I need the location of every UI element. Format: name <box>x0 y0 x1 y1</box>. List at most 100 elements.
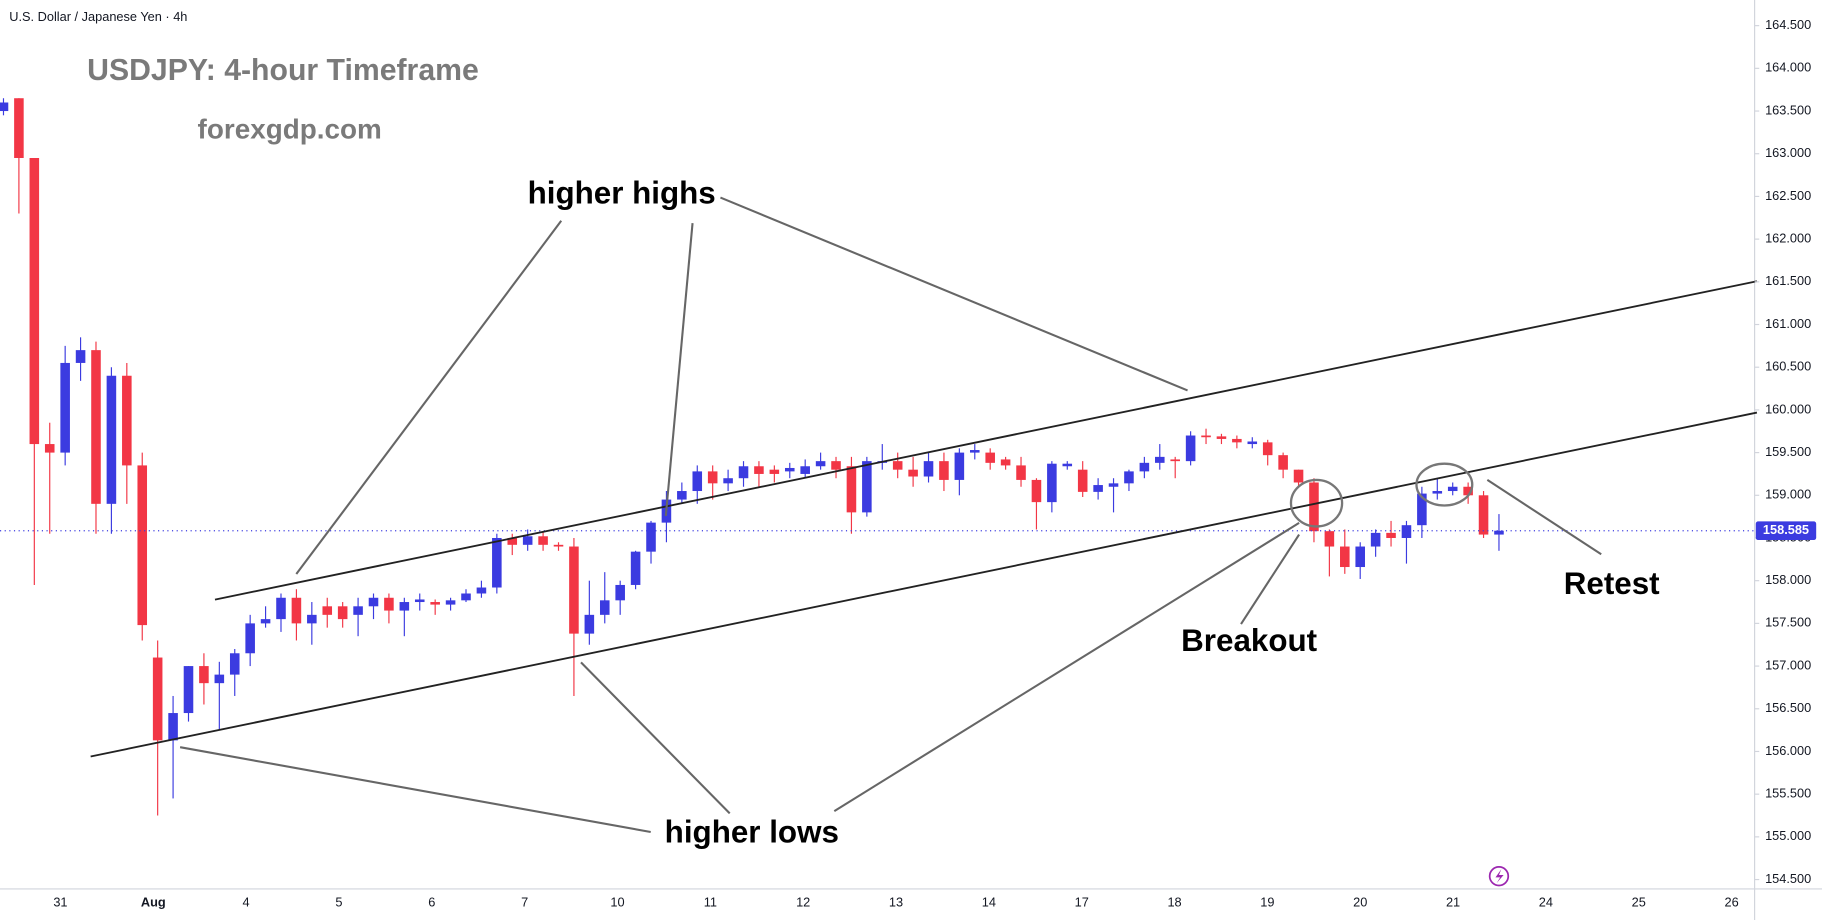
candle-body <box>1293 469 1304 483</box>
last-price-label: 158.585 <box>1763 522 1809 537</box>
candle-body <box>846 466 857 513</box>
chart-heading: USDJPY: 4-hour Timeframe <box>87 54 479 87</box>
x-tick-label: 20 <box>1353 894 1367 909</box>
y-tick-label: 155.000 <box>1765 828 1811 843</box>
candle-body <box>923 461 934 477</box>
candle-body <box>414 599 425 603</box>
y-tick-label: 157.000 <box>1765 657 1811 672</box>
candle-body <box>29 158 40 445</box>
lower-trendline <box>90 411 1758 758</box>
candle-body <box>1386 532 1396 538</box>
candle-body <box>1201 435 1211 438</box>
candle-body <box>245 623 255 654</box>
x-tick-label: 14 <box>982 894 996 909</box>
candle-body <box>492 537 502 588</box>
x-tick-label: 21 <box>1446 894 1460 909</box>
y-tick-label: 162.000 <box>1765 230 1811 245</box>
candle-body <box>800 466 810 474</box>
candle-body <box>399 602 410 611</box>
y-tick-label: 157.500 <box>1765 615 1811 630</box>
candle-body <box>106 375 117 504</box>
candle-body <box>522 536 533 545</box>
candle-body <box>630 551 641 585</box>
candle-body <box>1232 438 1242 443</box>
candle-body <box>1216 436 1227 439</box>
x-tick-label: 11 <box>704 894 717 909</box>
candle-body <box>692 471 703 492</box>
last-price-box <box>1755 521 1817 541</box>
candle-body <box>754 466 764 474</box>
y-tick-label: 163.500 <box>1765 102 1811 117</box>
candle-body <box>1062 463 1073 467</box>
candle-body <box>1077 469 1088 492</box>
annotation: higher highs <box>528 176 716 211</box>
candle-body <box>14 98 24 159</box>
candle-body <box>229 653 240 675</box>
candle-body <box>599 600 610 615</box>
x-tick-label: 7 <box>521 894 528 909</box>
candle-body <box>1309 482 1319 532</box>
candle-body <box>0 102 9 112</box>
candle-body <box>1324 531 1335 547</box>
candle-body <box>1155 456 1165 463</box>
candle-body <box>784 467 795 472</box>
candle-body <box>1000 459 1011 466</box>
candle-body <box>1185 435 1196 462</box>
candle-body <box>538 536 548 545</box>
candle-body <box>384 597 394 611</box>
x-tick-label: 24 <box>1539 894 1553 909</box>
y-tick-label: 156.500 <box>1765 700 1811 715</box>
candle-body <box>892 461 903 470</box>
candle-body <box>553 544 564 547</box>
y-tick-label: 154.500 <box>1765 871 1811 886</box>
pointer <box>1240 533 1300 625</box>
candle-body <box>1262 442 1273 456</box>
candle-body <box>44 444 55 453</box>
candle-body <box>815 461 826 467</box>
y-tick-label: 155.500 <box>1765 786 1811 801</box>
candle-body <box>1432 491 1443 494</box>
y-tick-label: 163.000 <box>1765 145 1811 160</box>
y-tick-label: 160.000 <box>1765 401 1811 416</box>
candle-body <box>1494 530 1504 535</box>
pointer <box>1486 479 1602 556</box>
y-tick-label: 156.000 <box>1765 743 1811 758</box>
candle-body <box>122 375 132 466</box>
candle-body <box>1463 486 1473 496</box>
candle-body <box>954 452 965 480</box>
x-tick-label: 19 <box>1260 894 1274 909</box>
pointer <box>179 746 651 834</box>
y-tick-label: 161.000 <box>1765 316 1811 331</box>
candle-body <box>137 465 148 626</box>
candle-body <box>707 471 718 484</box>
breakout-circle <box>1289 478 1344 528</box>
candle-body <box>368 597 379 607</box>
pointer <box>720 196 1188 392</box>
candle-body <box>214 674 225 684</box>
alert-icon[interactable] <box>1488 865 1510 887</box>
candle-body <box>430 602 440 605</box>
x-tick-label: 5 <box>335 894 342 909</box>
candle-body <box>353 606 363 615</box>
retest-circle <box>1415 462 1474 507</box>
candle-body <box>1278 455 1288 470</box>
pointer <box>580 661 731 815</box>
x-tick-label: 26 <box>1724 894 1738 909</box>
candle-body <box>908 469 918 477</box>
x-tick-label: 10 <box>610 894 624 909</box>
annotation: Breakout <box>1181 623 1317 658</box>
candle-body <box>152 657 163 741</box>
candle-body <box>985 452 995 463</box>
x-tick-label: 25 <box>1632 894 1646 909</box>
candle-body <box>1047 463 1057 503</box>
candle-body <box>677 491 687 500</box>
candles <box>0 98 1755 816</box>
y-tick-label: 161.500 <box>1765 273 1811 288</box>
candle-body <box>939 461 949 480</box>
candle-body <box>75 350 86 363</box>
y-tick-label: 164.500 <box>1765 17 1811 32</box>
candle-body <box>1340 546 1350 568</box>
x-tick-label: 12 <box>796 894 810 909</box>
